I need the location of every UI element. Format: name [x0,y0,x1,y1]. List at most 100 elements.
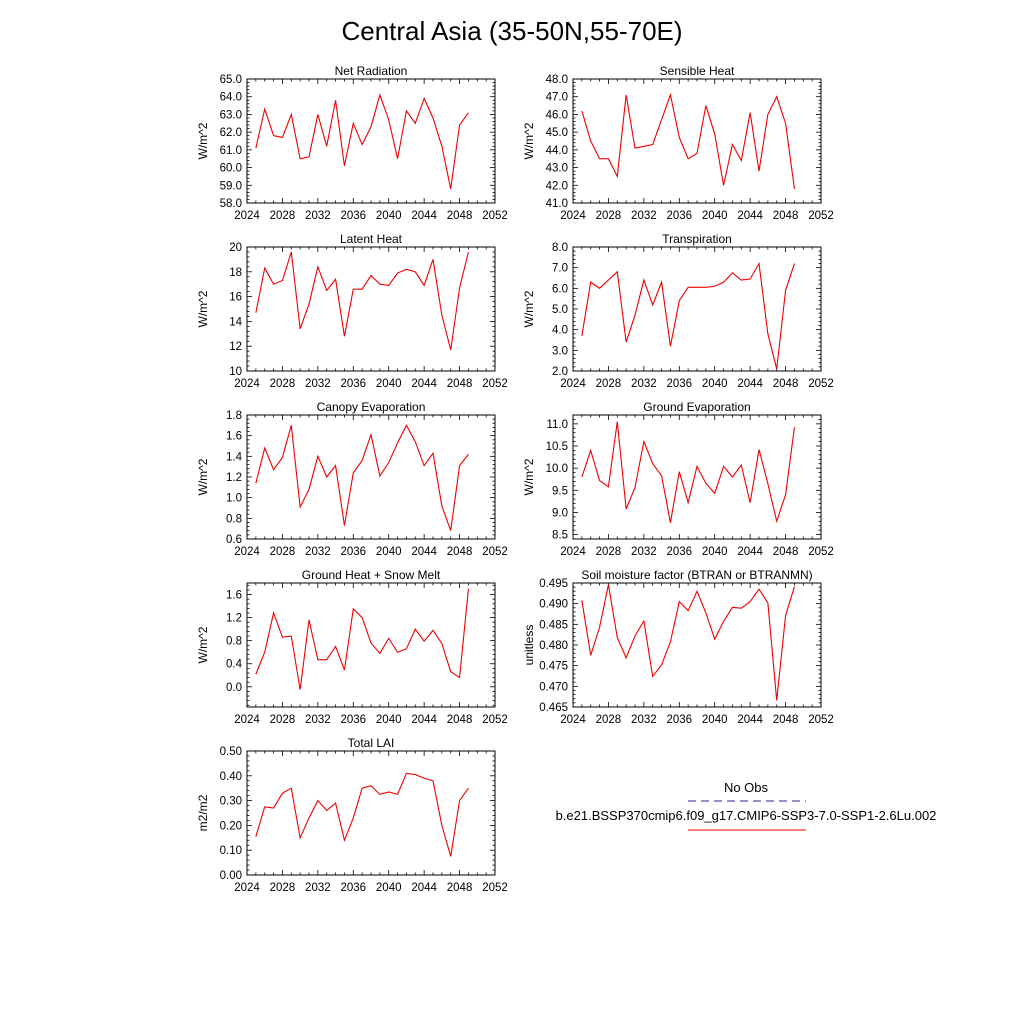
x-tick-label: 2048 [447,378,473,390]
plot-frame-sensible-heat [572,78,822,204]
x-tick-label: 2028 [270,714,296,726]
x-tick-label: 2028 [596,546,622,558]
series-line-ground-heat-snow-melt [255,588,469,690]
y-axis-label-transpiration: W/m^2 [522,290,536,327]
x-tick-label: 2032 [305,546,331,558]
y-tick-label: 0.8 [226,636,242,648]
x-tick-label: 2048 [447,546,473,558]
y-tick-label: 59.0 [220,180,242,192]
y-tick-label: 4.0 [552,325,568,337]
y-tick-label: 0.50 [220,746,242,758]
x-tick-label: 2032 [631,378,657,390]
panel-title-transpiration: Transpiration [662,232,732,246]
panel-title-soil-moisture-factor-btran-or-btranmn: Soil moisture factor (BTRAN or BTRANMN) [581,568,812,582]
x-tick-label: 2048 [447,882,473,894]
y-tick-label: 58.0 [220,198,242,210]
y-tick-label: 0.10 [220,845,242,857]
x-tick-label: 2052 [482,210,508,222]
y-tick-label: 0.490 [539,599,568,611]
x-tick-label: 2032 [305,714,331,726]
y-tick-label: 44.0 [546,145,568,157]
y-tick-label: 14 [229,316,242,328]
y-tick-label: 8.0 [552,242,568,254]
y-tick-label: 20 [229,242,242,254]
x-tick-label: 2040 [702,210,728,222]
x-tick-label: 2032 [631,210,657,222]
y-tick-label: 1.0 [226,493,242,505]
y-tick-label: 10 [229,366,242,378]
y-tick-label: 16 [229,292,242,304]
y-tick-label: 0.480 [539,640,568,652]
x-tick-label: 2036 [340,714,366,726]
y-tick-label: 5.0 [552,304,568,316]
x-tick-label: 2024 [560,210,586,222]
x-tick-label: 2052 [482,378,508,390]
series-line-ground-evaporation [581,421,795,524]
x-tick-label: 2044 [411,546,437,558]
panel-title-latent-heat: Latent Heat [340,232,403,246]
series-line-soil-moisture-factor-btran-or-btranmn [581,584,795,701]
x-tick-label: 2028 [270,546,296,558]
x-tick-label: 2044 [737,378,763,390]
x-tick-label: 2024 [234,546,260,558]
x-tick-label: 2036 [340,210,366,222]
x-tick-label: 2032 [305,210,331,222]
y-tick-label: 42.0 [546,180,568,192]
legend-label-no-obs: No Obs [724,780,769,795]
panel-title-canopy-evaporation: Canopy Evaporation [317,400,426,414]
x-tick-label: 2024 [560,714,586,726]
y-tick-label: 10.5 [546,441,568,453]
series-line-sensible-heat [581,92,795,189]
plot-frame-ground-heat-snow-melt [246,582,496,708]
x-tick-label: 2028 [270,882,296,894]
x-tick-label: 2024 [234,882,260,894]
x-tick-label: 2032 [631,546,657,558]
x-tick-label: 2040 [376,210,402,222]
x-tick-label: 2024 [234,378,260,390]
y-axis-label-ground-heat-snow-melt: W/m^2 [196,626,210,663]
x-tick-label: 2028 [596,210,622,222]
x-tick-label: 2040 [702,546,728,558]
panel-canopy-evaporation: Canopy Evaporation W/m^2 2024 2028 2032 2036 2… [196,400,508,558]
y-tick-label: 62.0 [220,127,242,139]
x-tick-label: 2044 [737,210,763,222]
x-tick-label: 2032 [305,378,331,390]
x-tick-label: 2044 [737,546,763,558]
y-axis-label-net-radiation: W/m^2 [196,122,210,159]
x-tick-label: 2052 [808,714,834,726]
x-tick-label: 2052 [808,210,834,222]
y-axis-label-canopy-evaporation: W/m^2 [196,458,210,495]
y-tick-label: 0.0 [226,682,242,694]
panel-title-total-lai: Total LAI [348,736,395,750]
series-line-transpiration [581,261,795,370]
x-tick-label: 2040 [376,882,402,894]
x-tick-label: 2036 [340,882,366,894]
y-tick-label: 0.4 [226,659,243,671]
y-tick-label: 12 [229,341,242,353]
y-tick-label: 2.0 [552,366,568,378]
x-tick-label: 2028 [596,714,622,726]
y-tick-label: 0.6 [226,534,242,546]
y-tick-label: 61.0 [220,145,242,157]
panels: Net Radiation W/m^2 2024 2028 2032 2036 2040 20… [196,64,834,894]
y-tick-label: 46.0 [546,109,568,121]
y-tick-label: 10.0 [546,463,568,475]
series-line-canopy-evaporation [255,424,469,531]
x-tick-label: 2028 [270,378,296,390]
panel-title-ground-evaporation: Ground Evaporation [643,400,750,414]
panel-title-net-radiation: Net Radiation [335,64,408,78]
panel-net-radiation: Net Radiation W/m^2 2024 2028 2032 2036 2040 20… [196,64,508,222]
y-tick-label: 65.0 [220,74,242,86]
y-tick-label: 47.0 [546,92,568,104]
x-tick-label: 2044 [411,882,437,894]
y-tick-label: 0.470 [539,681,568,693]
x-tick-label: 2032 [305,882,331,894]
y-tick-label: 64.0 [220,92,242,104]
x-tick-label: 2024 [234,714,260,726]
series-line-latent-heat [255,251,469,351]
y-axis-label-soil-moisture-factor-btran-or-btranmn: unitless [522,625,536,666]
panel-total-lai: Total LAI m2/m2 2024 2028 2032 2036 2040 2044 20… [196,736,508,894]
plot-frame-latent-heat [246,246,496,372]
x-tick-label: 2052 [808,546,834,558]
x-tick-label: 2048 [773,210,799,222]
